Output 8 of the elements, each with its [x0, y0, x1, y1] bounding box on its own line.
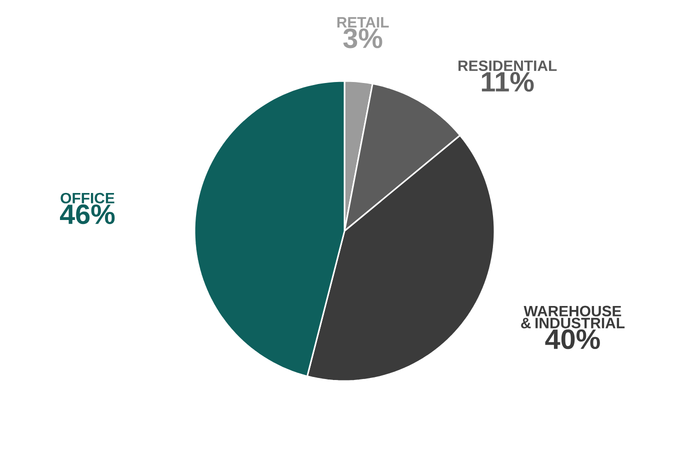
slice-label: RETAIL [337, 17, 389, 28]
slice-label: OFFICE [60, 192, 114, 204]
data-label: 46% [60, 204, 115, 224]
data-label: 40% [545, 329, 600, 350]
data-label: 11% [482, 72, 534, 92]
data-label: 3% [343, 28, 382, 48]
slice-label: RESIDENTIAL [458, 60, 557, 72]
slice-label: WAREHOUSE & INDUSTRIAL [521, 306, 625, 328]
